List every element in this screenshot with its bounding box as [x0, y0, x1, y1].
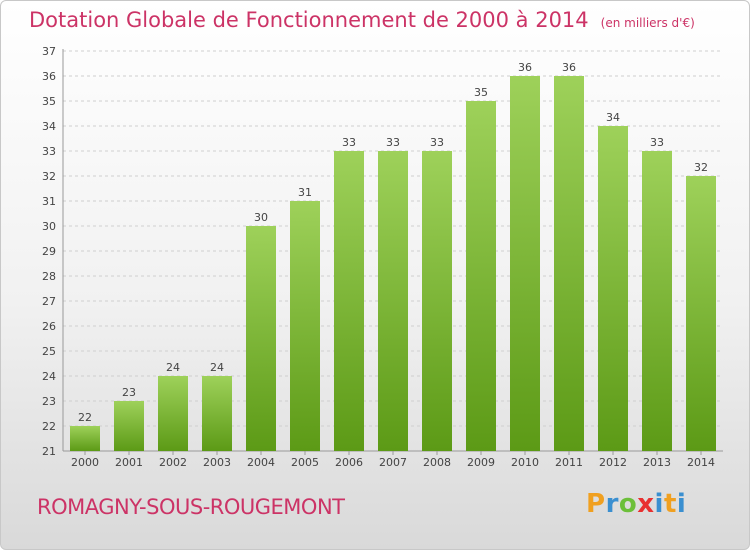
bar-value-label: 32	[694, 161, 708, 174]
commune-name: ROMAGNY-SOUS-ROUGEMONT	[37, 495, 345, 519]
x-tick-label: 2008	[423, 456, 451, 469]
y-tick-label: 37	[42, 45, 56, 58]
x-tick-label: 2002	[159, 456, 187, 469]
bar-value-label: 36	[562, 61, 576, 74]
bar-value-label: 30	[254, 211, 268, 224]
y-tick-label: 21	[42, 445, 56, 458]
logo-letter: i	[654, 489, 664, 519]
proxiti-logo: Proxiti	[586, 489, 686, 519]
bar-value-label: 33	[386, 136, 400, 149]
y-tick-label: 26	[42, 320, 56, 333]
bar	[598, 126, 628, 451]
y-tick-label: 34	[42, 120, 56, 133]
x-tick-label: 2010	[511, 456, 539, 469]
bar	[686, 176, 716, 451]
bar-value-label: 24	[210, 361, 224, 374]
x-tick-label: 2013	[643, 456, 671, 469]
logo-letter: P	[586, 489, 606, 519]
y-tick-label: 28	[42, 270, 56, 283]
bar	[70, 426, 100, 451]
y-tick-label: 30	[42, 220, 56, 233]
bar	[422, 151, 452, 451]
x-tick-label: 2001	[115, 456, 143, 469]
y-tick-label: 35	[42, 95, 56, 108]
x-tick-label: 2009	[467, 456, 495, 469]
bar	[554, 76, 584, 451]
bar-value-label: 31	[298, 186, 312, 199]
chart-unit: (en milliers d'€)	[600, 16, 695, 30]
x-tick-label: 2000	[71, 456, 99, 469]
bar	[158, 376, 188, 451]
bar-value-label: 22	[78, 411, 92, 424]
y-tick-label: 29	[42, 245, 56, 258]
bar	[642, 151, 672, 451]
bar	[114, 401, 144, 451]
x-tick-label: 2006	[335, 456, 363, 469]
x-tick-label: 2004	[247, 456, 275, 469]
logo-letter: i	[676, 489, 687, 519]
chart-title-block: Dotation Globale de Fonctionnement de 20…	[29, 8, 695, 32]
y-tick-label: 32	[42, 170, 56, 183]
x-tick-label: 2012	[599, 456, 627, 469]
logo-letter: t	[663, 489, 677, 519]
bar	[466, 101, 496, 451]
bar-value-label: 23	[122, 386, 136, 399]
y-tick-label: 25	[42, 345, 56, 358]
y-tick-label: 27	[42, 295, 56, 308]
bar	[202, 376, 232, 451]
y-tick-label: 33	[42, 145, 56, 158]
bar-value-label: 33	[342, 136, 356, 149]
bar	[510, 76, 540, 451]
logo-letter: o	[618, 489, 638, 519]
bar	[378, 151, 408, 451]
bar	[334, 151, 364, 451]
x-tick-label: 2014	[687, 456, 715, 469]
bar-value-label: 35	[474, 86, 488, 99]
bar	[246, 226, 276, 451]
chart-title: Dotation Globale de Fonctionnement de 20…	[29, 8, 589, 32]
y-tick-label: 31	[42, 195, 56, 208]
y-tick-label: 24	[42, 370, 56, 383]
logo-letter: r	[605, 489, 619, 519]
bar-value-label: 24	[166, 361, 180, 374]
bar-value-label: 33	[650, 136, 664, 149]
logo-letter: x	[637, 489, 655, 519]
y-tick-label: 36	[42, 70, 56, 83]
x-tick-label: 2003	[203, 456, 231, 469]
x-tick-label: 2005	[291, 456, 319, 469]
bar	[290, 201, 320, 451]
x-tick-label: 2007	[379, 456, 407, 469]
bar-value-label: 36	[518, 61, 532, 74]
y-tick-label: 23	[42, 395, 56, 408]
bar-value-label: 34	[606, 111, 620, 124]
y-tick-label: 22	[42, 420, 56, 433]
x-tick-label: 2011	[555, 456, 583, 469]
bar-value-label: 33	[430, 136, 444, 149]
